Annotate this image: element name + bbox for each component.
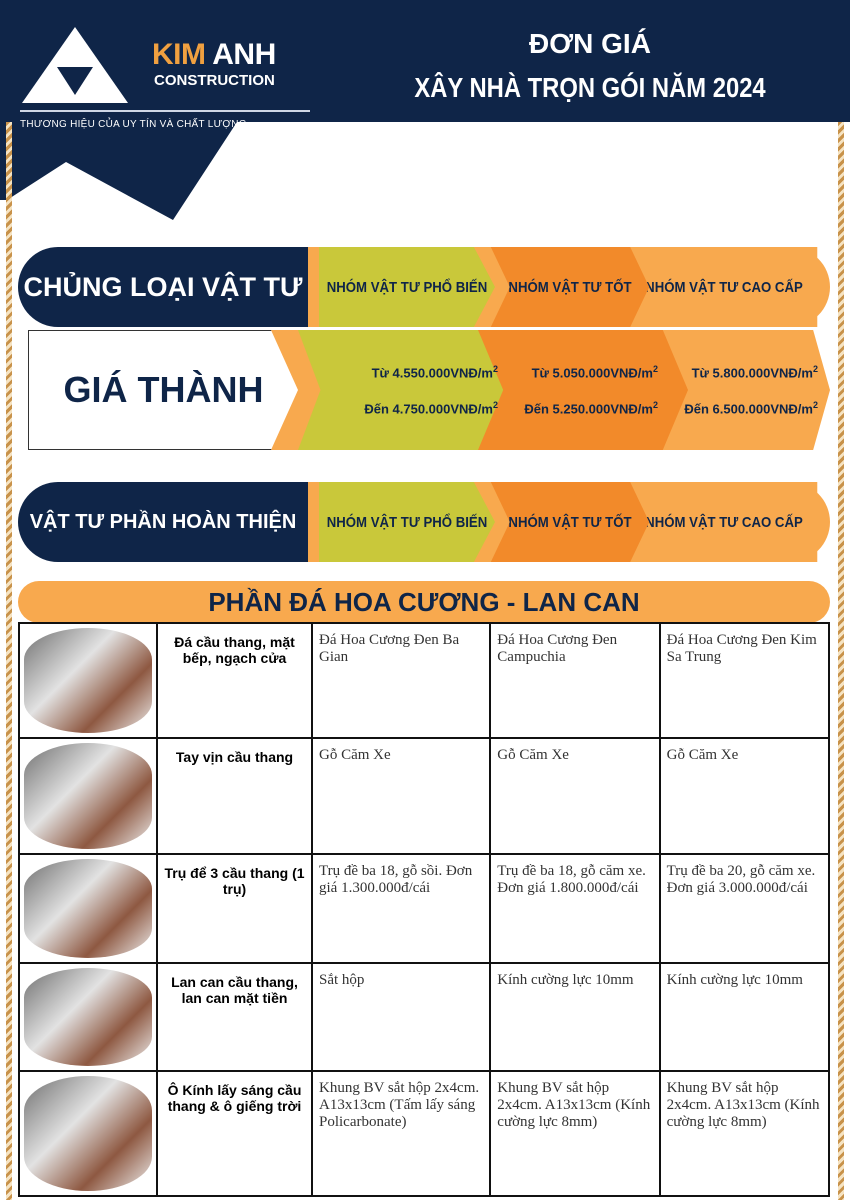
finishing-label: VẬT TƯ PHẦN HOÀN THIỆN — [18, 482, 308, 562]
price-group-1: Từ 4.550.000VNĐ/m2 Đến 4.750.000VNĐ/m2 — [364, 363, 498, 417]
newel-post-photo — [18, 853, 158, 964]
material-row: NHÓM VẬT TƯ CAO CẤP NHÓM VẬT TƯ TỐT NHÓM… — [18, 247, 830, 327]
logo-triangle-icon — [22, 27, 128, 103]
skylight-photo — [18, 1070, 158, 1197]
tagline: THƯƠNG HIỆU CỦA UY TÍN VÀ CHẤT LƯỢNG — [20, 118, 247, 130]
table-row: Tay vịn cầu thang Gỗ Căm Xe Gỗ Căm Xe Gỗ Că… — [18, 737, 831, 855]
right-rope-border — [838, 122, 844, 1200]
price-group-3: Từ 5.800.000VNĐ/m2 Đến 6.500.000VNĐ/m2 — [684, 363, 818, 417]
table-row: Trụ để 3 cầu thang (1 trụ) Trụ đề ba 18, … — [18, 853, 831, 964]
price-group-2: Từ 5.050.000VNĐ/m2 Đến 5.250.000VNĐ/m2 — [524, 363, 658, 417]
price-label: GIÁ THÀNH — [28, 330, 298, 450]
brand-name: KIM ANH — [152, 38, 276, 71]
table-row: Lan can cầu thang, lan can mặt tiền Sắt h… — [18, 962, 831, 1072]
railing-photo — [18, 962, 158, 1072]
price-row: GIÁ THÀNH Từ 4.550.000VNĐ/m2 Đến 4.750.00… — [18, 330, 830, 450]
material-label: CHỦNG LOẠI VẬT TƯ — [18, 247, 308, 327]
handrail-photo — [18, 737, 158, 855]
table-row: Đá cầu thang, mặt bếp, ngạch cửa Đá Hoa C… — [18, 622, 831, 739]
page-title: ĐƠN GIÁ — [529, 28, 651, 59]
stair-stone-photo — [18, 622, 158, 739]
table-row: Ô Kính lấy sáng cầu thang & ô giếng trời… — [18, 1070, 831, 1197]
left-rope-border — [6, 122, 12, 1200]
page-subtitle: XÂY NHÀ TRỌN GÓI NĂM 2024 — [414, 72, 766, 103]
materials-table: Đá cầu thang, mặt bếp, ngạch cửa Đá Hoa C… — [18, 622, 831, 1197]
section-title: PHẦN ĐÁ HOA CƯƠNG - LAN CAN — [18, 581, 830, 623]
logo-divider — [20, 110, 310, 112]
brand-sub: CONSTRUCTION — [154, 72, 275, 89]
finishing-row: NHÓM VẬT TƯ CAO CẤP NHÓM VẬT TƯ TỐT NHÓM… — [18, 482, 830, 562]
